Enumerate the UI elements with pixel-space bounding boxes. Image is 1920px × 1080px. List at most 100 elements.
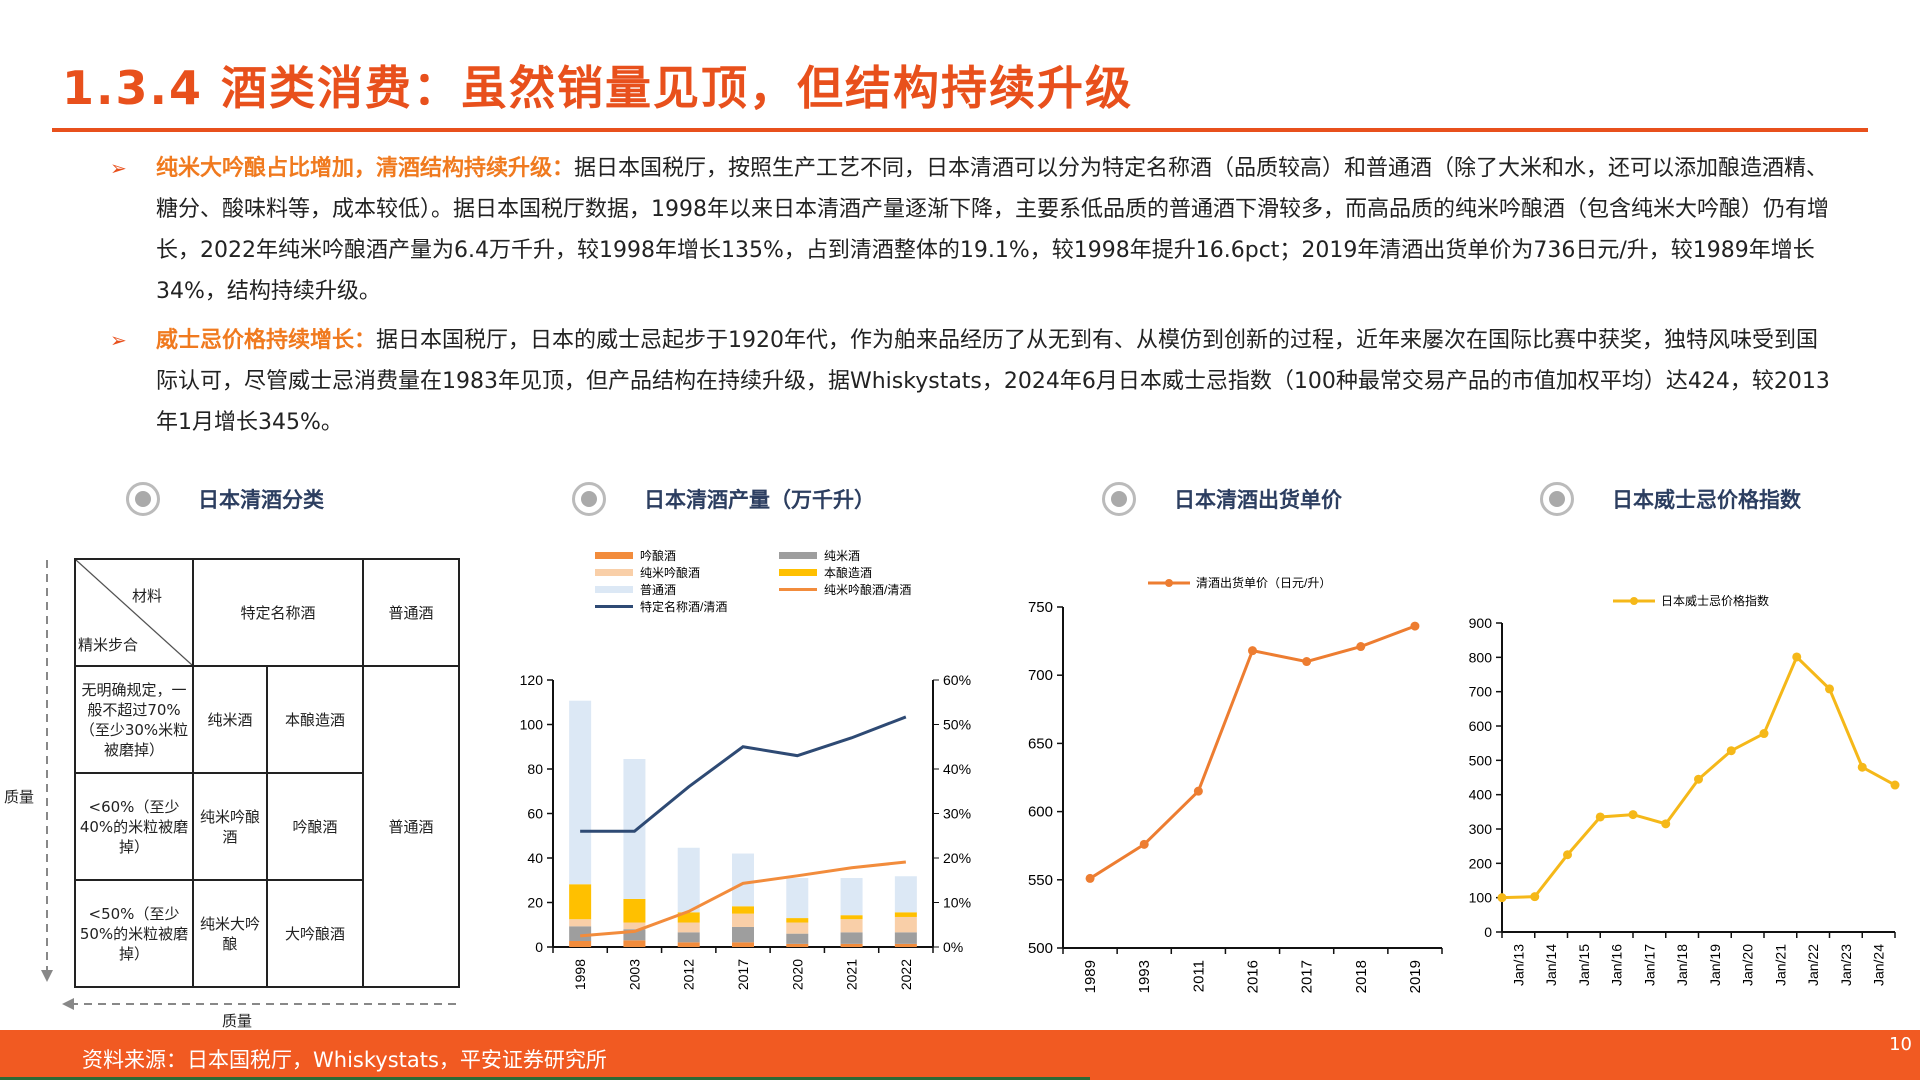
- footer-accent-line: [0, 1077, 1090, 1080]
- x-tick-label: 2012: [681, 959, 697, 990]
- legend-swatch: [779, 588, 817, 591]
- bar-segment: [569, 700, 592, 885]
- data-point: [1248, 646, 1257, 656]
- type-cell: 本酿造酒: [266, 665, 364, 774]
- footer-bar: 资料来源：日本国税厅，Whiskystats，平安证券研究所 10: [0, 1030, 1920, 1080]
- data-point: [1595, 812, 1605, 822]
- quality-axis-label-bottom: 质量: [222, 1012, 253, 1030]
- data-point: [1563, 850, 1572, 860]
- bar-segment: [840, 915, 863, 920]
- type-cell: 纯米大吟酿: [192, 879, 268, 988]
- bar-segment: [677, 922, 700, 933]
- x-tick-label: Jan/15: [1576, 944, 1592, 986]
- type-cell: 纯米吟酿酒: [192, 772, 268, 881]
- section-header: 日本威士忌价格指数: [1540, 482, 1801, 516]
- bar-segment: [677, 847, 700, 913]
- bar-segment: [732, 906, 754, 914]
- y2-tick-label: 0%: [943, 939, 963, 955]
- quality-arrows: [41, 560, 460, 1010]
- bar-segment: [677, 932, 700, 943]
- bar-segment: [623, 929, 646, 941]
- series-line: [580, 860, 907, 938]
- legend-label: 纯米酒: [824, 549, 860, 563]
- data-point: [1356, 642, 1366, 652]
- x-tick-label: Jan/17: [1641, 944, 1657, 986]
- bar-segment: [569, 940, 592, 947]
- bullet-text: 据日本国税厅，日本的威士忌起步于1920年代，作为舶来品经历了从无到有、从模仿到…: [156, 328, 1830, 435]
- y-tick-label: 550: [1028, 872, 1053, 889]
- y2-tick-label: 20%: [943, 850, 971, 866]
- x-tick-label: 1993: [1136, 960, 1153, 993]
- page-title: 1.3.4 酒类消费：虽然销量见顶，但结构持续升级: [62, 61, 1133, 115]
- source-note: 资料来源：日本国税厅，Whiskystats，平安证券研究所: [82, 1048, 607, 1072]
- legend-label: 日本威士忌价格指数: [1661, 593, 1769, 608]
- x-tick-label: 2020: [789, 959, 805, 990]
- x-tick-label: Jan/13: [1510, 944, 1526, 986]
- y-tick-label: 300: [1469, 821, 1493, 837]
- data-point: [1139, 839, 1149, 849]
- x-tick-label: 2016: [1245, 960, 1262, 993]
- x-tick-label: Jan/20: [1740, 944, 1756, 986]
- bullet-whisky: ➢ 威士忌价格持续增长：据日本国税厅，日本的威士忌起步于1920年代，作为舶来品…: [110, 320, 1830, 443]
- y-tick-label: 0: [1484, 924, 1492, 940]
- data-point: [1694, 774, 1703, 784]
- section-header: 日本清酒产量（万千升）: [572, 482, 875, 516]
- x-tick-label: Jan/24: [1871, 944, 1887, 986]
- legend-label: 纯米吟酿酒/清酒: [824, 582, 911, 597]
- bar-segment: [677, 942, 700, 947]
- data-point: [1410, 621, 1420, 631]
- data-point: [1661, 819, 1671, 829]
- regular-cell: 普通酒: [362, 665, 460, 988]
- bar-segment: [840, 943, 863, 947]
- bar-segment: [840, 932, 863, 944]
- header-special: 特定名称酒: [192, 558, 364, 667]
- ratio-cell: <60%（至少40%的米粒被磨掉）: [74, 772, 194, 881]
- bar-segment: [623, 898, 646, 923]
- section-header: 日本清酒出货单价: [1102, 482, 1342, 516]
- legend-marker: [1630, 597, 1638, 605]
- sake-price-chart: 500 550 600 650 700 750 1989 1993 2011 2016 2017 20…: [1028, 575, 1443, 993]
- legend-marker: [1165, 579, 1173, 587]
- radio-icon: [126, 482, 160, 516]
- y-tick-label: 700: [1469, 684, 1493, 700]
- section-title: 日本清酒出货单价: [1174, 488, 1342, 512]
- arrow-left-icon: [62, 998, 74, 1010]
- legend-swatch: [779, 552, 817, 559]
- corner-top-label: 材料: [131, 587, 162, 605]
- corner-cell: 材料 精米步合: [74, 558, 194, 667]
- bar-segment: [732, 926, 754, 943]
- data-point: [1085, 873, 1095, 883]
- x-tick-label: 2022: [898, 959, 914, 990]
- legend-swatch: [595, 552, 633, 559]
- bar-segment: [569, 926, 592, 941]
- x-tick-label: 2003: [626, 959, 642, 990]
- header-regular: 普通酒: [362, 558, 460, 667]
- section-title: 日本清酒分类: [198, 488, 324, 512]
- y-tick-label: 120: [520, 672, 544, 688]
- x-tick-label: 2018: [1353, 960, 1370, 993]
- title-divider: [52, 128, 1868, 132]
- type-cell: 大吟酿酒: [266, 879, 364, 988]
- data-point: [1857, 762, 1867, 772]
- y2-tick-label: 40%: [943, 761, 971, 777]
- y-tick-label: 800: [1469, 649, 1493, 665]
- arrow-down-icon: [41, 970, 53, 982]
- data-point: [1825, 684, 1834, 694]
- section-title: 日本清酒产量（万千升）: [644, 488, 875, 512]
- y2-tick-label: 30%: [943, 806, 971, 822]
- data-point: [1193, 786, 1203, 796]
- sake-production-chart: 0 20 40 60 80 100 120 1998 2003 2012 2017 2020 2021 2…: [520, 548, 971, 990]
- legend-label: 本酿造酒: [824, 565, 872, 580]
- y-tick-label: 600: [1469, 718, 1493, 734]
- x-tick-label: 2017: [1299, 960, 1316, 993]
- y-tick-label: 750: [1028, 599, 1053, 616]
- data-point: [1302, 657, 1312, 667]
- y-tick-label: 400: [1469, 787, 1493, 803]
- x-tick-label: Jan/23: [1838, 944, 1854, 986]
- bullet-text: 据日本国税厅，按照生产工艺不同，日本清酒可以分为特定名称酒（品质较高）和普通酒（…: [156, 156, 1829, 304]
- bar-segment: [894, 916, 917, 933]
- bar-segment: [840, 919, 863, 933]
- sake-classification-table: 材料 精米步合 特定名称酒 普通酒 无明确规定，一般不超过70%（至少30%米粒…: [74, 558, 460, 988]
- y-tick-label: 650: [1028, 735, 1053, 752]
- legend-label: 清酒出货单价（日元/升）: [1196, 575, 1331, 590]
